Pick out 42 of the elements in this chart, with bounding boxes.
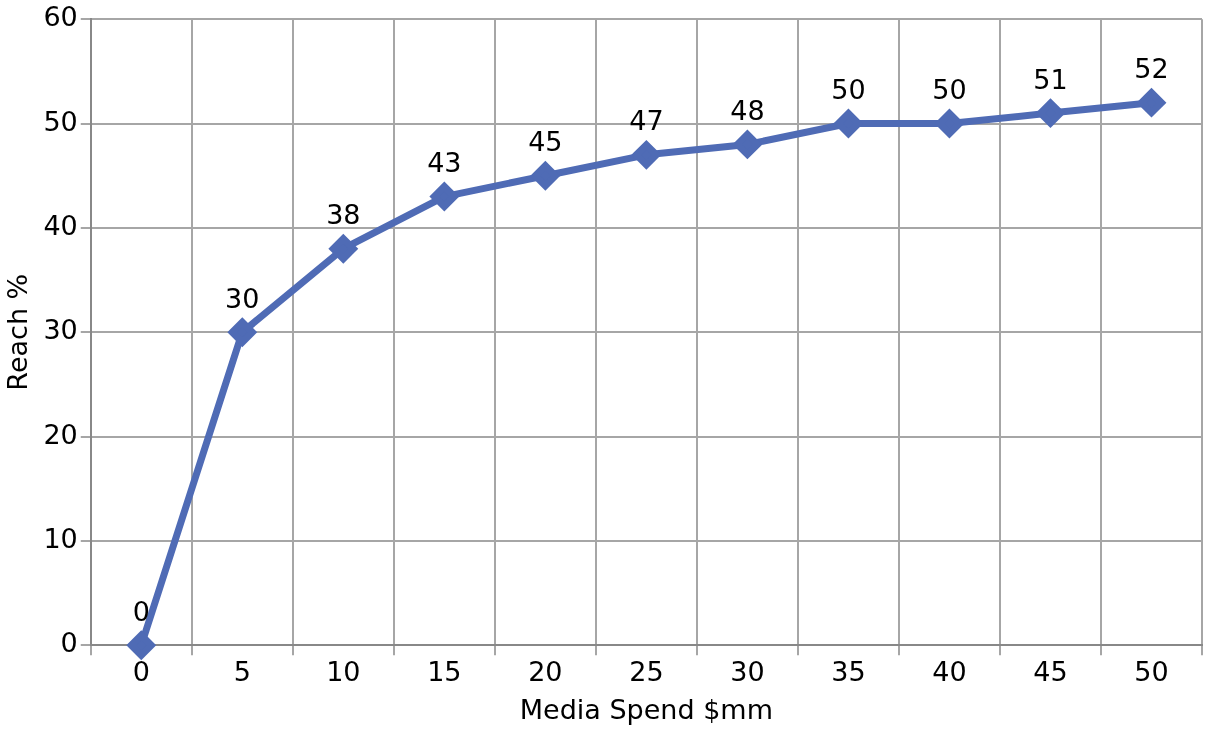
data-label: 50 — [932, 74, 967, 106]
data-label: 48 — [730, 94, 765, 126]
point — [733, 130, 761, 158]
point — [127, 631, 155, 659]
data-label: 45 — [528, 126, 563, 158]
x-tick-label: 5 — [233, 656, 251, 688]
data-label: 47 — [629, 105, 664, 137]
x-tick-label: 50 — [1134, 656, 1169, 688]
point — [1036, 99, 1064, 127]
data-label: 0 — [132, 595, 150, 627]
y-tick-label: 30 — [43, 314, 78, 346]
x-tick-label: 0 — [132, 656, 150, 688]
data-label: 52 — [1134, 53, 1169, 85]
data-label: 30 — [225, 282, 260, 314]
y-tick-label: 20 — [43, 418, 78, 450]
point — [329, 235, 357, 263]
x-tick-label: 35 — [831, 656, 866, 688]
x-tick-label: 40 — [932, 656, 967, 688]
y-tick-label: 10 — [43, 522, 78, 554]
point — [935, 110, 963, 138]
y-tick-label: 60 — [43, 1, 78, 33]
y-tick-label: 50 — [43, 105, 78, 137]
y-tick-label: 40 — [43, 209, 78, 241]
y-tick-label: 0 — [60, 627, 78, 659]
data-label: 43 — [427, 147, 462, 179]
x-tick-label: 25 — [629, 656, 664, 688]
x-tick-label: 30 — [730, 656, 765, 688]
point — [632, 141, 660, 169]
point — [834, 110, 862, 138]
data-label: 50 — [831, 74, 866, 106]
x-tick-label: 15 — [427, 656, 462, 688]
x-axis-title: Media Spend $mm — [519, 693, 773, 725]
y-axis-title: Reach % — [2, 273, 34, 391]
point — [531, 162, 559, 190]
data-label: 38 — [326, 199, 361, 231]
point — [1137, 89, 1165, 117]
data-label: 51 — [1033, 63, 1068, 95]
x-tick-label: 10 — [326, 656, 361, 688]
x-tick-label: 45 — [1033, 656, 1068, 688]
x-tick-label: 20 — [528, 656, 563, 688]
point — [430, 183, 458, 211]
point — [228, 318, 256, 346]
